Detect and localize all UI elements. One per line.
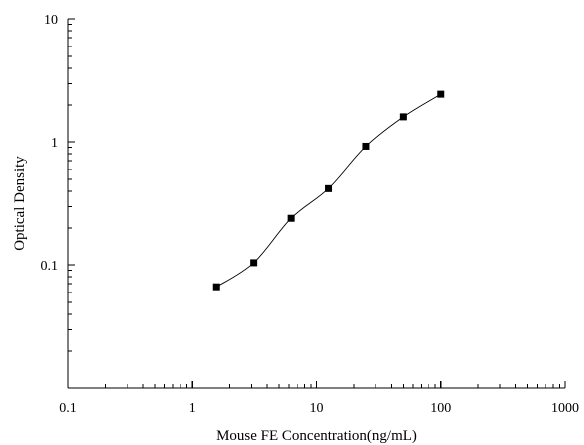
ticks-layer [67,18,566,389]
x-axis-title: Mouse FE Concentration(ng/mL) [216,428,417,444]
data-point-marker [250,259,258,267]
data-point-marker [325,184,333,192]
data-point-marker [399,113,407,121]
x-tick-label: 10 [310,401,324,416]
x-tick-label: 0.1 [59,401,77,416]
y-axis-title: Optical Density [12,156,28,251]
x-tick-label: 1000 [551,401,579,416]
data-point-marker [362,142,370,150]
y-tick-label: 10 [44,13,58,28]
data-point-marker [212,283,220,291]
x-tick-label: 1 [189,401,196,416]
y-tick-label: 0.1 [41,259,59,274]
tick-labels-layer: 0.1 1 10 100 1000 0.1 1 10 [41,13,580,416]
y-tick-label: 1 [51,136,58,151]
axes-layer [67,19,565,389]
data-point-marker [437,90,445,98]
points-layer [212,90,445,291]
data-point-marker [287,214,295,222]
x-tick-label: 100 [430,401,451,416]
